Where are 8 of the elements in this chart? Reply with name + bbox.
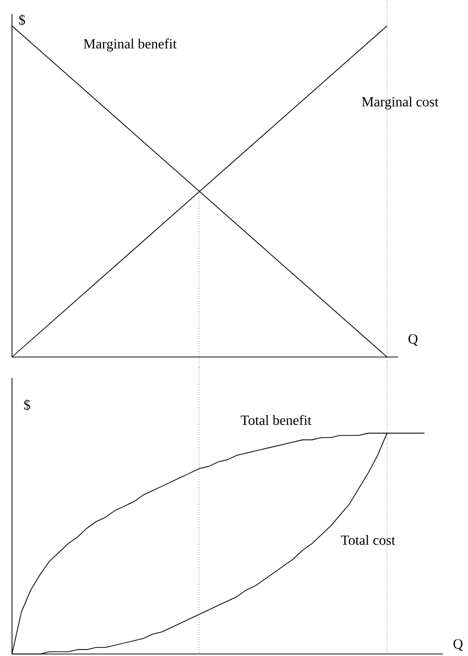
- series-label: Total cost: [340, 535, 396, 545]
- series-label: Total benefit: [240, 414, 312, 425]
- y-axis-title: $: [19, 14, 26, 26]
- x-axis-title: Q: [454, 639, 463, 651]
- text: Marginal benefit: [84, 38, 177, 52]
- y-axis-title: $: [24, 399, 30, 411]
- text: Marginal cost: [362, 96, 438, 110]
- x-axis-title: Q: [408, 334, 418, 346]
